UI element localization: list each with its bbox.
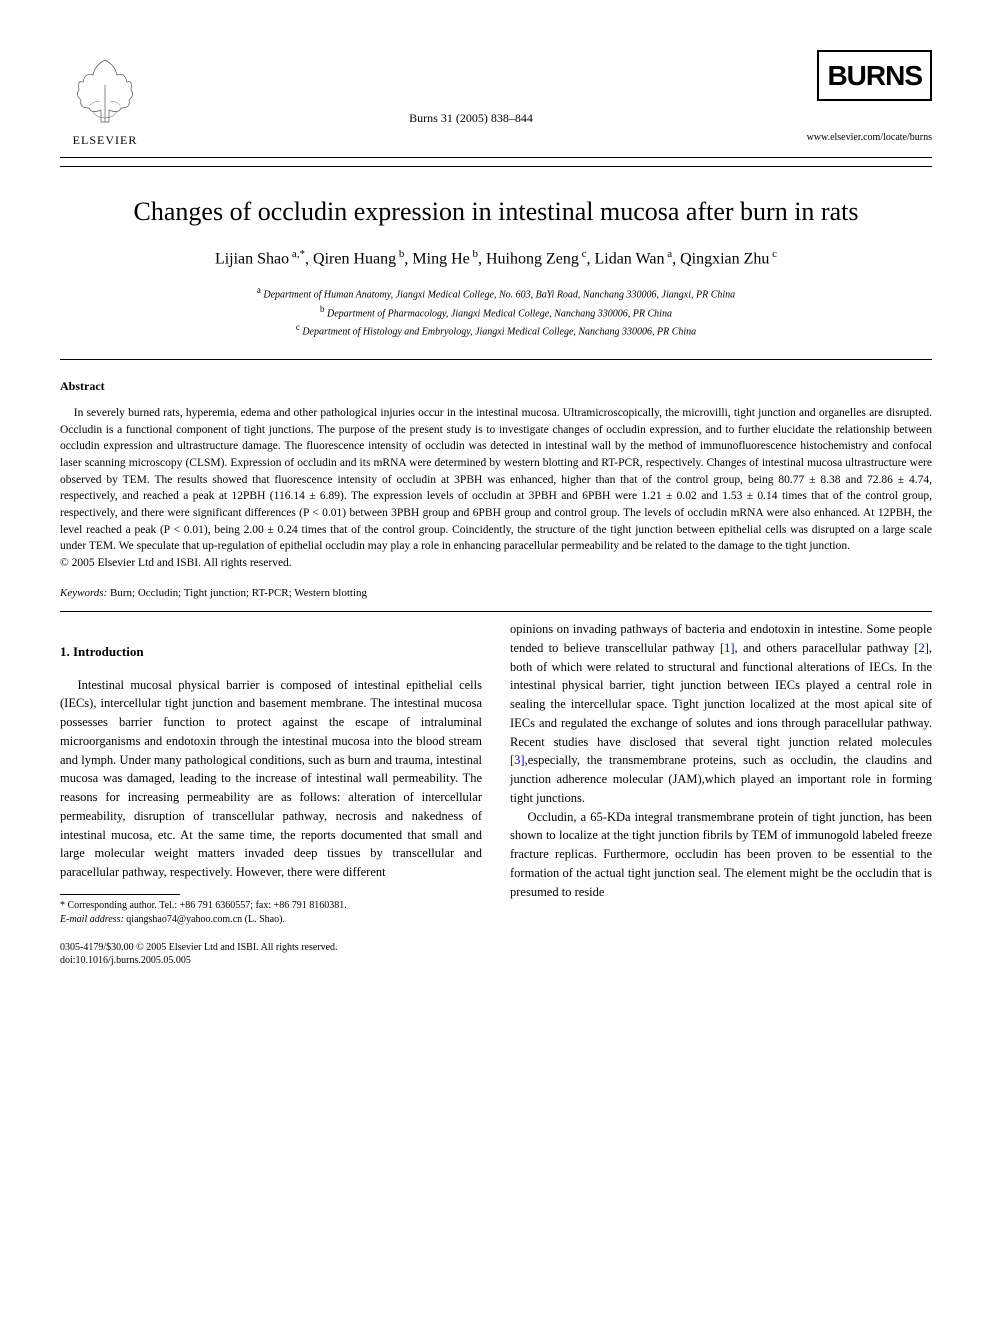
doi-line: doi:10.1016/j.burns.2005.05.005 bbox=[60, 954, 932, 967]
section-1-heading: 1. Introduction bbox=[60, 642, 482, 662]
burns-logo: BURNS bbox=[817, 50, 932, 101]
article-title: Changes of occludin expression in intest… bbox=[60, 195, 932, 229]
burns-logo-block: BURNS www.elsevier.com/locate/burns bbox=[792, 50, 932, 145]
footnote-email-label: E-mail address: bbox=[60, 914, 124, 925]
footnote-email: qiangshao74@yahoo.com.cn (L. Shao). bbox=[126, 914, 285, 925]
bottom-meta: 0305-4179/$30.00 © 2005 Elsevier Ltd and… bbox=[60, 941, 932, 967]
column-left: 1. Introduction Intestinal mucosal physi… bbox=[60, 620, 482, 927]
intro-paragraph-1-cont: opinions on invading pathways of bacteri… bbox=[510, 620, 932, 808]
intro-paragraph-2: Occludin, a 65-KDa integral transmembran… bbox=[510, 808, 932, 902]
corresponding-author-footnote: * Corresponding author. Tel.: +86 791 63… bbox=[60, 899, 482, 927]
footnote-corr: * Corresponding author. Tel.: +86 791 63… bbox=[60, 899, 482, 913]
issn-copyright: 0305-4179/$30.00 © 2005 Elsevier Ltd and… bbox=[60, 941, 932, 954]
ref-link-1[interactable]: [1] bbox=[720, 641, 735, 655]
rule-abstract-bottom bbox=[60, 611, 932, 612]
affiliation-a: a Department of Human Anatomy, Jiangxi M… bbox=[60, 284, 932, 302]
abstract-heading: Abstract bbox=[60, 378, 932, 395]
rule-top-1 bbox=[60, 157, 932, 158]
burns-url[interactable]: www.elsevier.com/locate/burns bbox=[792, 131, 932, 145]
rule-top-2 bbox=[60, 166, 932, 167]
intro-paragraph-1: Intestinal mucosal physical barrier is c… bbox=[60, 676, 482, 882]
column-right: opinions on invading pathways of bacteri… bbox=[510, 620, 932, 927]
page-container: ELSEVIER Burns 31 (2005) 838–844 BURNS w… bbox=[0, 0, 992, 1007]
elsevier-tree-icon bbox=[65, 50, 145, 130]
affiliations: a Department of Human Anatomy, Jiangxi M… bbox=[60, 284, 932, 339]
elsevier-label: ELSEVIER bbox=[73, 132, 138, 149]
affiliation-b: b Department of Pharmacology, Jiangxi Me… bbox=[60, 303, 932, 321]
affiliation-c: c Department of Histology and Embryology… bbox=[60, 321, 932, 339]
ref-link-3[interactable]: [3] bbox=[510, 753, 525, 767]
keywords-label: Keywords: bbox=[60, 587, 107, 599]
elsevier-logo-block: ELSEVIER bbox=[60, 50, 150, 149]
body-columns: 1. Introduction Intestinal mucosal physi… bbox=[60, 620, 932, 927]
keywords-text: Burn; Occludin; Tight junction; RT-PCR; … bbox=[110, 587, 367, 599]
abstract-text: In severely burned rats, hyperemia, edem… bbox=[60, 405, 932, 572]
page-header: ELSEVIER Burns 31 (2005) 838–844 BURNS w… bbox=[60, 50, 932, 149]
authors-line: Lijian Shao a,*, Qiren Huang b, Ming He … bbox=[60, 247, 932, 271]
rule-abstract-top bbox=[60, 359, 932, 360]
keywords-line: Keywords: Burn; Occludin; Tight junction… bbox=[60, 586, 932, 601]
ref-link-2[interactable]: [2] bbox=[914, 641, 929, 655]
journal-citation: Burns 31 (2005) 838–844 bbox=[150, 50, 792, 127]
footnote-rule bbox=[60, 894, 180, 895]
abstract-copyright: © 2005 Elsevier Ltd and ISBI. All rights… bbox=[60, 557, 292, 569]
